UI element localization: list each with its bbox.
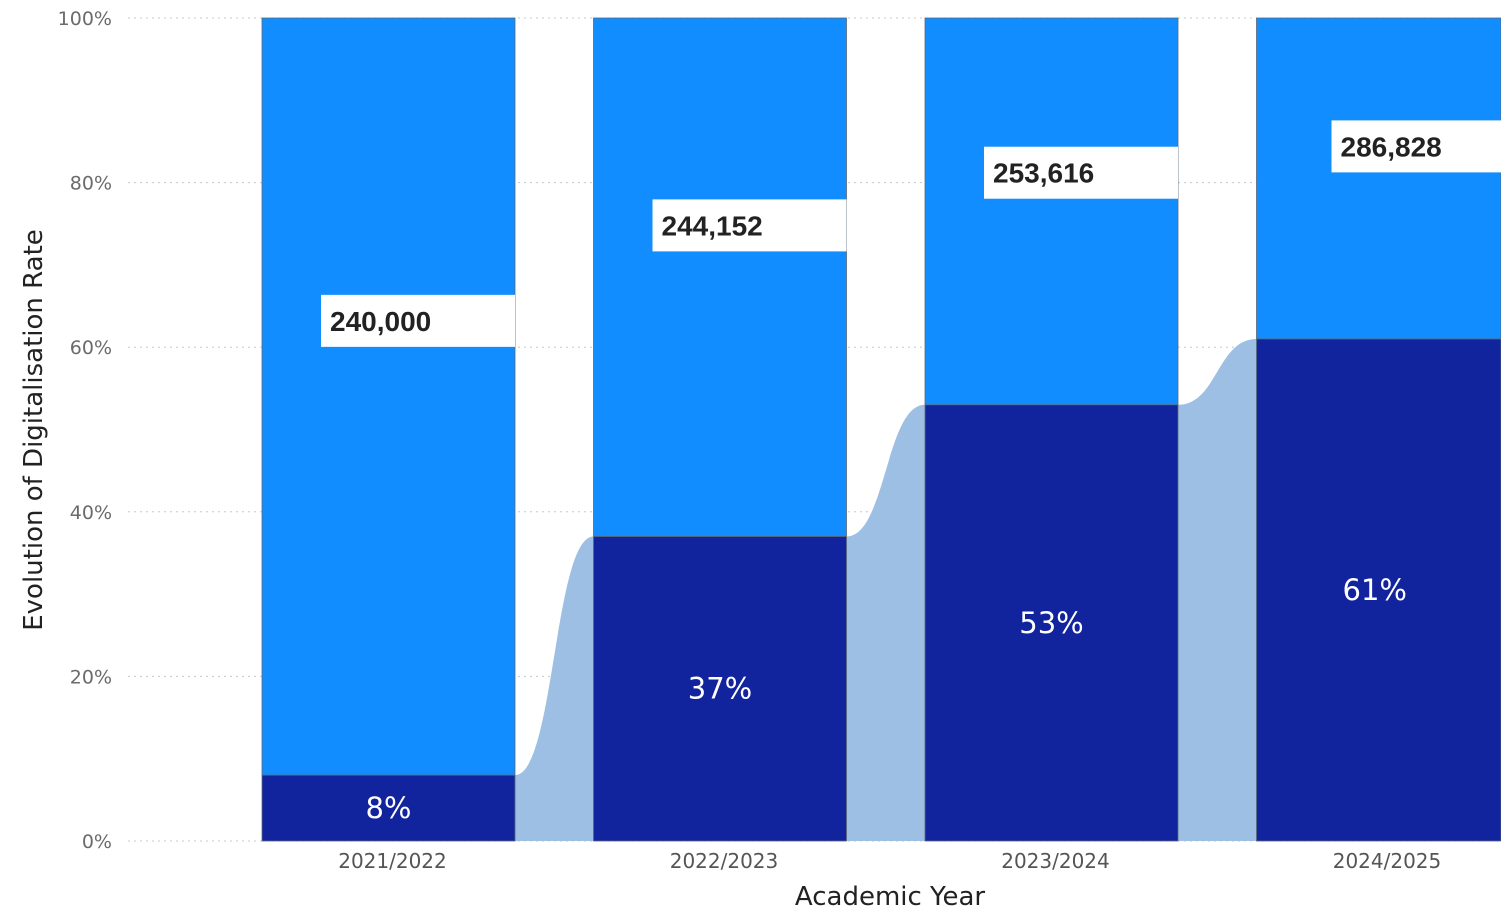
x-tick-label: 2021/2022	[338, 849, 447, 873]
ribbon	[515, 536, 594, 841]
total-label-background	[652, 199, 847, 252]
bar-digitalised-segment	[261, 774, 516, 842]
bar-digitalised-segment	[1256, 338, 1501, 842]
x-axis-ticks: 2021/2022 2022/2023 2023/2024 2024/2025	[338, 849, 1441, 873]
total-label: 286,828	[1341, 131, 1442, 162]
y-tick-label: 20%	[70, 666, 112, 688]
bar-digitalised-segment	[593, 536, 847, 842]
y-tick-label: 40%	[70, 502, 112, 524]
y-tick-label: 80%	[70, 173, 112, 195]
y-axis-ticks: 0% 20% 40% 60% 80% 100%	[58, 8, 112, 853]
rate-label: 37%	[688, 672, 752, 706]
bar-remainder-segment	[924, 17, 1179, 406]
x-axis-title: Academic Year	[795, 882, 986, 908]
bars	[261, 17, 1501, 842]
total-label: 240,000	[330, 306, 431, 337]
x-tick-label: 2022/2023	[670, 849, 779, 873]
x-tick-label: 2023/2024	[1001, 849, 1110, 873]
y-tick-label: 100%	[58, 8, 112, 30]
total-label: 244,152	[662, 210, 763, 241]
rate-label: 8%	[365, 791, 411, 825]
total-label-background	[1331, 120, 1501, 173]
rate-label: 53%	[1019, 606, 1083, 640]
bar-remainder-segment	[593, 17, 847, 537]
x-tick-label: 2024/2025	[1333, 849, 1442, 873]
rate-label: 61%	[1343, 573, 1407, 607]
data-labels: 8% 240,000 37% 244,152 53% 253,616 61% 286,828	[321, 120, 1501, 825]
bar-remainder-segment	[1256, 17, 1501, 340]
total-label-background	[984, 146, 1178, 199]
y-tick-label: 0%	[82, 831, 112, 853]
ribbon	[846, 404, 925, 841]
y-axis-title: Evolution of Digitalisation Rate	[19, 229, 49, 631]
ribbons	[515, 338, 1257, 841]
bar-digitalised-segment	[924, 404, 1179, 842]
total-label-background	[321, 294, 515, 347]
y-tick-label: 60%	[70, 337, 112, 359]
total-label: 253,616	[993, 158, 1094, 189]
ribbon	[1178, 338, 1257, 841]
bar-remainder-segment	[261, 17, 516, 776]
